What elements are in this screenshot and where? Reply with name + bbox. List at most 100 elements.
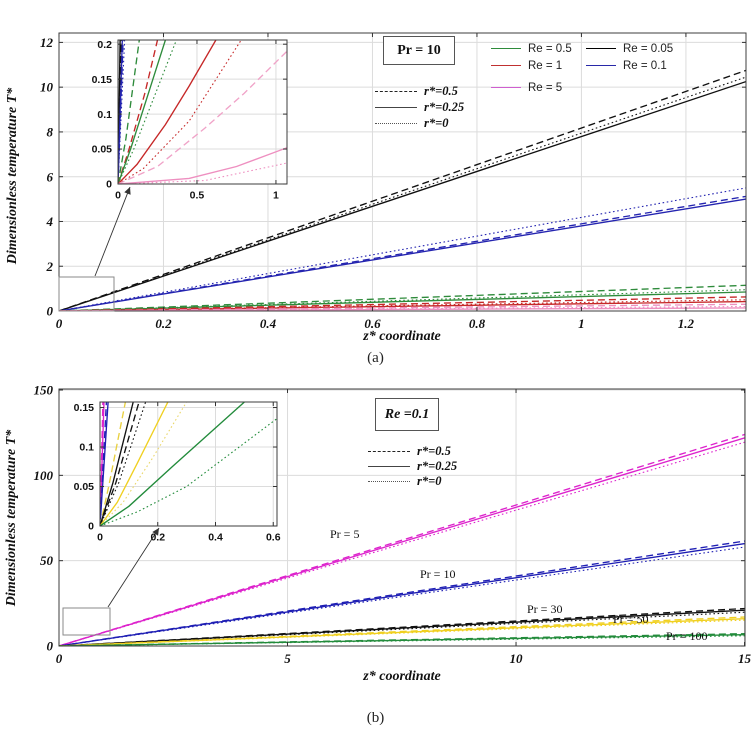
legend-row: Re = 0.1 bbox=[586, 57, 673, 74]
dotted-line-swatch bbox=[375, 122, 417, 124]
plot-background bbox=[118, 40, 287, 184]
x-tick-label: 0.6 bbox=[266, 532, 281, 544]
legend-label: Re = 5 bbox=[528, 81, 563, 94]
series-line bbox=[100, 402, 188, 526]
y-tick-label: 6 bbox=[47, 169, 54, 184]
tick-marks bbox=[99, 402, 277, 527]
series-line bbox=[100, 402, 104, 526]
series-group bbox=[118, 40, 287, 184]
series-group bbox=[59, 69, 746, 311]
y-tick-label: 0 bbox=[106, 179, 112, 191]
series-group bbox=[100, 402, 277, 526]
x-tick-label: 0 bbox=[56, 316, 63, 331]
series-line bbox=[59, 609, 745, 646]
solid-line-swatch bbox=[368, 466, 410, 467]
y-tick-label: 0 bbox=[47, 639, 54, 654]
x-tick-label: 5 bbox=[284, 651, 291, 666]
figure-b: 0 5 10 15 0 50 100 150 0 0.2 0.4 0.6 0 0.05 0.1 0.15 Pr … bbox=[0, 372, 751, 745]
series-line bbox=[59, 291, 746, 311]
series-line bbox=[118, 40, 217, 184]
legend-label: Re = 0.05 bbox=[623, 42, 674, 55]
x-tick-label: 0 bbox=[115, 190, 121, 202]
zoom-arrowhead bbox=[152, 528, 159, 536]
series-line bbox=[100, 418, 277, 526]
x-tick-label: 0.5 bbox=[190, 190, 205, 202]
y-tick-label: 0.1 bbox=[97, 109, 112, 121]
legend-label: r*=0.5 bbox=[424, 83, 458, 98]
series-line bbox=[100, 402, 140, 526]
series-line bbox=[100, 402, 108, 526]
series-line bbox=[59, 198, 746, 311]
series-line bbox=[118, 40, 159, 184]
series-line bbox=[59, 284, 746, 311]
param-box-pr-label: Pr = 10 bbox=[397, 42, 441, 58]
y-tick-label: 0.15 bbox=[92, 74, 113, 86]
tick-marks bbox=[58, 389, 746, 647]
param-box-re: Re =0.1 bbox=[375, 398, 439, 431]
x-tick-label: 0 bbox=[56, 651, 63, 666]
re-legend-col2: Re = 0.05 Re = 0.1 bbox=[586, 40, 673, 74]
y-tick-label: 0.1 bbox=[79, 442, 94, 454]
x-tick-label: 1 bbox=[578, 316, 585, 331]
figure-a: 0 0.2 0.4 0.6 0.8 1 1.2 0 2 4 6 8 10 12 0 0.5 1 0 0.05 0.1 0… bbox=[0, 0, 751, 372]
legend-row: Re = 5 bbox=[491, 79, 572, 96]
series-line bbox=[118, 40, 122, 184]
gridlines bbox=[100, 402, 277, 526]
tick-marks bbox=[117, 40, 287, 185]
y-tick-label: 2 bbox=[46, 259, 54, 274]
legend-row: r*=0.25 bbox=[375, 99, 464, 115]
x-tick-label: 0.4 bbox=[208, 532, 223, 544]
re-legend-col1: Re = 0.5 Re = 1 Re = 5 bbox=[491, 40, 572, 96]
series-line bbox=[59, 634, 745, 646]
line-label: Pr = 50 bbox=[613, 612, 648, 626]
series-line bbox=[100, 402, 134, 526]
x-axis-label: z* coordinate bbox=[362, 329, 440, 344]
legend-row: r*=0 bbox=[375, 115, 464, 131]
y-tick-label: 0.15 bbox=[74, 402, 95, 414]
dashed-line-swatch bbox=[368, 451, 410, 452]
legend-label: Re = 0.5 bbox=[528, 42, 572, 55]
y-axis-label: Dimensionless temperature T* bbox=[4, 429, 19, 608]
y-tick-label: 50 bbox=[40, 553, 54, 568]
plot-border bbox=[58, 32, 747, 312]
series-line bbox=[118, 40, 242, 184]
re-0.1-swatch bbox=[586, 65, 616, 66]
x-tick-label: 15 bbox=[738, 651, 751, 666]
series-line bbox=[59, 187, 746, 311]
re-0.05-swatch bbox=[586, 48, 616, 49]
legend-label: Re = 1 bbox=[528, 59, 563, 72]
zoom-source-box bbox=[58, 276, 115, 312]
series-line bbox=[118, 50, 287, 184]
series-line bbox=[59, 69, 746, 311]
series-line bbox=[118, 40, 126, 184]
y-tick-label: 8 bbox=[47, 124, 54, 139]
x-tick-label: 0.2 bbox=[155, 316, 172, 331]
series-line bbox=[59, 307, 746, 311]
series-line bbox=[118, 40, 177, 184]
series-line bbox=[59, 618, 745, 646]
series-line bbox=[100, 402, 105, 526]
re-0.5-swatch bbox=[491, 48, 521, 49]
legend-row: Re = 0.5 bbox=[491, 40, 572, 57]
series-line bbox=[118, 40, 140, 184]
legend-row: r*=0.5 bbox=[375, 83, 464, 99]
solid-line-swatch bbox=[375, 106, 417, 108]
y-axis-label: Dimensionless temperature T* bbox=[5, 87, 20, 266]
dotted-line-swatch bbox=[368, 481, 410, 482]
y-tick-label: 12 bbox=[40, 35, 54, 50]
plot-border bbox=[58, 388, 746, 647]
x-tick-label: 1 bbox=[273, 190, 279, 202]
legend-label: r*=0 bbox=[424, 115, 449, 130]
series-line bbox=[100, 402, 127, 526]
x-tick-label: 10 bbox=[510, 651, 524, 666]
series-line bbox=[118, 40, 124, 184]
series-line bbox=[59, 433, 745, 646]
plot-border bbox=[99, 401, 278, 527]
series-line bbox=[100, 402, 109, 526]
param-box-pr: Pr = 10 bbox=[383, 36, 455, 65]
x-tick-label: 0.8 bbox=[469, 316, 486, 331]
zoom-arrow bbox=[107, 527, 160, 608]
y-tick-label: 150 bbox=[34, 383, 54, 398]
